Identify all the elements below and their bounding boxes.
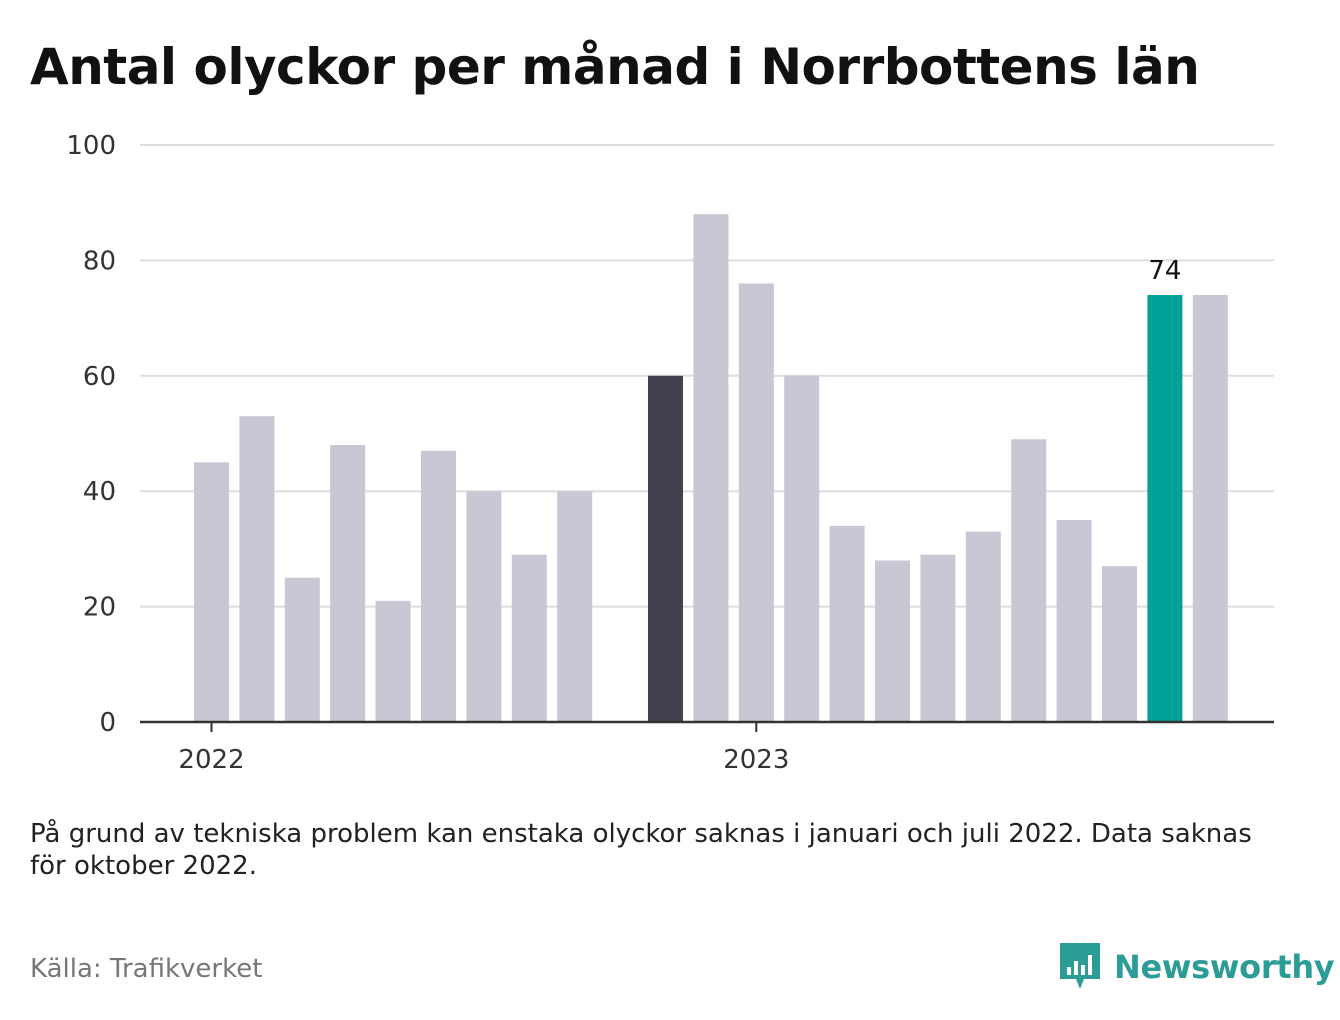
- y-tick-label: 20: [83, 593, 116, 623]
- bar-chart: 0 20 40 60 80 100 74 2022 2023: [66, 131, 1274, 775]
- bar-2023-03: [829, 525, 865, 722]
- data-label-2023-10: 74: [1148, 256, 1181, 286]
- bar-2023-04: [875, 560, 910, 722]
- y-tick-label: 100: [66, 131, 116, 161]
- bar-2022-05: [375, 600, 411, 722]
- y-tick-label: 60: [83, 362, 116, 392]
- bar-2023-02: [784, 375, 820, 722]
- bar-2022-03: [284, 577, 320, 722]
- bar-2023-09: [1102, 566, 1137, 722]
- bar-2022-04: [330, 445, 366, 722]
- bar-2022-01: [194, 462, 229, 722]
- y-tick-label: 40: [83, 477, 116, 507]
- bar-chart-svg: 0 20 40 60 80 100 74 2022 2023: [66, 131, 1274, 775]
- brand-logo: Newsworthy: [1060, 940, 1335, 994]
- x-tick-label-2022: 2022: [178, 745, 244, 775]
- chart-footnote: På grund av tekniska problem kan enstaka…: [30, 819, 1252, 881]
- bar-2023-05: [920, 554, 956, 722]
- bar-2023-01: [738, 283, 774, 722]
- bar-2022-11: [648, 375, 683, 722]
- bar-2023-06: [965, 531, 1001, 722]
- x-tick-label-2023: 2023: [723, 745, 789, 775]
- bar-2022-08: [511, 554, 547, 722]
- bar-2023-08: [1056, 520, 1092, 722]
- bar-2022-07: [466, 491, 502, 722]
- y-tick-label: 0: [99, 708, 116, 738]
- bar-2023-07: [1011, 439, 1047, 722]
- source-credit: Källa: Trafikverket: [30, 954, 263, 984]
- brand-name: Newsworthy: [1114, 948, 1335, 986]
- bar-2022-06: [421, 450, 456, 722]
- bar-2023-11: [1192, 295, 1228, 722]
- newsworthy-bar-chart-logo-icon: [1060, 943, 1100, 989]
- bar-2022-12: [693, 214, 729, 723]
- bar-2022-09: [557, 491, 593, 722]
- chart-title: Antal olyckor per månad i Norrbottens lä…: [30, 38, 1200, 96]
- bar-2022-02: [239, 416, 275, 722]
- y-tick-label: 80: [83, 246, 116, 276]
- bar-2023-10: [1147, 295, 1183, 722]
